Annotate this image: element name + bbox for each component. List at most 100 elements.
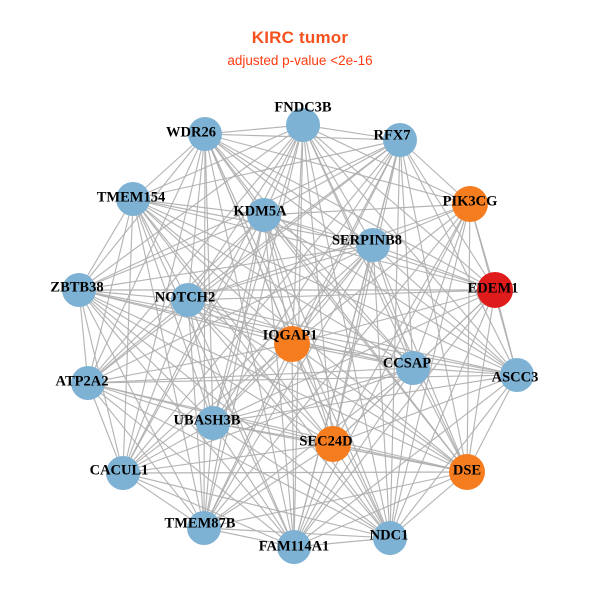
graph-node-serpinb8[interactable] bbox=[356, 228, 390, 262]
edge-line bbox=[78, 289, 189, 301]
node-label-wdr26: WDR26 bbox=[166, 124, 216, 140]
edge-line bbox=[187, 214, 265, 301]
edge-line bbox=[263, 214, 374, 246]
edge-line bbox=[332, 443, 468, 473]
edge-line bbox=[212, 422, 391, 539]
node-label-notch2: NOTCH2 bbox=[155, 289, 215, 305]
edge-line bbox=[78, 289, 205, 529]
node-labels-layer: FNDC3B WDR26 RFX7 PIK3CG TMEM154 KDM5A SERPINB… bbox=[50, 99, 538, 554]
edge-line bbox=[203, 471, 468, 529]
graph-node-fam114a1[interactable] bbox=[277, 530, 311, 564]
edge-line bbox=[78, 139, 401, 291]
node-label-ccsap: CCSAP bbox=[383, 355, 431, 371]
graph-node-notch2[interactable] bbox=[171, 283, 205, 317]
edge-line bbox=[412, 203, 471, 369]
edge-line bbox=[78, 289, 295, 548]
edge-line bbox=[122, 133, 206, 474]
edge-line bbox=[204, 133, 374, 246]
edge-line bbox=[132, 198, 189, 301]
edge-line bbox=[87, 299, 189, 384]
node-label-tmem87b: TMEM87B bbox=[165, 515, 236, 531]
edge-line bbox=[293, 203, 471, 548]
edge-line bbox=[187, 299, 295, 548]
edge-line bbox=[466, 374, 518, 473]
node-label-iqgap1: IQGAP1 bbox=[263, 327, 318, 343]
edge-line bbox=[212, 422, 295, 548]
edge-line bbox=[291, 244, 374, 345]
edge-line bbox=[302, 124, 374, 246]
graph-node-tmem154[interactable] bbox=[116, 182, 150, 216]
node-label-cacul1: CACUL1 bbox=[90, 462, 149, 478]
graph-node-iqgap1[interactable] bbox=[274, 326, 310, 362]
edge-line bbox=[291, 289, 496, 345]
graph-node-fndc3b[interactable] bbox=[286, 108, 320, 142]
graph-node-cacul1[interactable] bbox=[106, 456, 140, 490]
edge-line bbox=[203, 133, 206, 529]
edge-line bbox=[122, 198, 134, 474]
edge-line bbox=[87, 374, 518, 384]
edge-line bbox=[87, 382, 468, 473]
edge-line bbox=[204, 133, 496, 291]
edge-line bbox=[87, 367, 414, 384]
edge-line bbox=[291, 343, 468, 473]
edge-line bbox=[87, 139, 401, 384]
edge-line bbox=[122, 443, 334, 474]
edge-line bbox=[212, 214, 265, 424]
graph-node-zbtb38[interactable] bbox=[62, 273, 96, 307]
edge-line bbox=[87, 198, 134, 384]
edge-line bbox=[293, 443, 334, 548]
graph-node-kdm5a[interactable] bbox=[247, 198, 281, 232]
graph-node-ndc1[interactable] bbox=[373, 521, 407, 555]
graph-node-wdr26[interactable] bbox=[188, 117, 222, 151]
edge-line bbox=[132, 198, 414, 369]
edge-line bbox=[263, 214, 518, 376]
graph-node-tmem87b[interactable] bbox=[187, 511, 221, 545]
graph-node-ccsap[interactable] bbox=[396, 351, 430, 385]
edge-line bbox=[291, 203, 471, 345]
edge-line bbox=[399, 139, 518, 376]
edge-line bbox=[78, 214, 265, 291]
edge-line bbox=[87, 343, 293, 384]
edge-line bbox=[132, 198, 265, 216]
node-label-ubash3b: UBASH3B bbox=[174, 412, 241, 428]
node-label-ndc1: NDC1 bbox=[370, 527, 409, 543]
edge-line bbox=[122, 472, 295, 548]
edge-line bbox=[293, 374, 518, 548]
edge-line bbox=[122, 367, 414, 474]
edge-line bbox=[204, 133, 295, 548]
edge-line bbox=[293, 244, 374, 548]
edge-line bbox=[78, 289, 293, 345]
edge-line bbox=[203, 244, 374, 529]
edge-line bbox=[399, 139, 496, 291]
node-label-pik3cg: PIK3CG bbox=[443, 193, 498, 209]
edge-line bbox=[372, 244, 518, 376]
node-label-fam114a1: FAM114A1 bbox=[259, 538, 330, 554]
node-label-serpinb8: SERPINB8 bbox=[332, 232, 402, 248]
edge-line bbox=[291, 343, 334, 445]
edge-line bbox=[78, 289, 468, 473]
graph-node-pik3cg[interactable] bbox=[452, 186, 488, 222]
graph-node-sec24d[interactable] bbox=[315, 426, 351, 462]
graph-node-ubash3b[interactable] bbox=[196, 406, 230, 440]
edge-line bbox=[389, 289, 496, 539]
edge-line bbox=[78, 124, 304, 291]
edge-line bbox=[78, 198, 134, 291]
edge-line bbox=[187, 289, 496, 301]
edge-line bbox=[332, 374, 518, 445]
graph-node-rfx7[interactable] bbox=[383, 123, 417, 157]
node-label-dse: DSE bbox=[453, 462, 481, 478]
edge-line bbox=[87, 244, 374, 384]
graph-node-ascc3[interactable] bbox=[500, 358, 534, 392]
edge-line bbox=[87, 382, 214, 424]
edge-line bbox=[466, 203, 471, 473]
edge-line bbox=[302, 124, 518, 376]
node-label-sec24d: SEC24D bbox=[299, 433, 352, 449]
edge-line bbox=[389, 203, 471, 539]
graph-node-dse[interactable] bbox=[449, 454, 485, 490]
edge-line bbox=[187, 244, 374, 301]
edge-line bbox=[87, 382, 205, 529]
node-label-kdm5a: KDM5A bbox=[233, 203, 287, 219]
graph-node-edem1[interactable] bbox=[477, 272, 513, 308]
graph-node-atp2a2[interactable] bbox=[71, 366, 105, 400]
